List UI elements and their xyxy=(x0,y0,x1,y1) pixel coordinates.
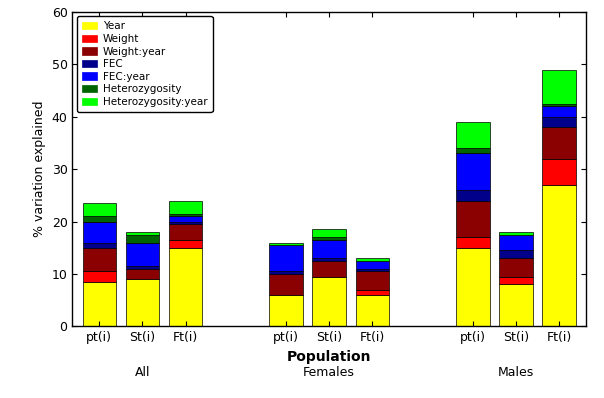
Bar xyxy=(126,266,159,269)
Bar xyxy=(356,290,389,295)
Bar xyxy=(456,248,490,326)
Bar xyxy=(312,229,346,237)
Bar xyxy=(83,203,116,217)
Bar xyxy=(542,106,576,117)
Bar xyxy=(169,201,202,214)
Bar xyxy=(269,295,303,326)
Bar xyxy=(126,279,159,326)
Text: All: All xyxy=(135,366,150,378)
Bar xyxy=(169,214,202,217)
Bar xyxy=(269,245,303,271)
Bar xyxy=(126,242,159,266)
Bar xyxy=(126,232,159,235)
Bar xyxy=(542,103,576,106)
Bar xyxy=(542,159,576,185)
Bar xyxy=(312,240,346,258)
Bar xyxy=(312,237,346,240)
X-axis label: Population: Population xyxy=(287,350,371,364)
Bar xyxy=(269,274,303,295)
Bar xyxy=(499,250,533,258)
Bar xyxy=(83,242,116,248)
Bar xyxy=(169,224,202,240)
Bar xyxy=(83,282,116,326)
Legend: Year, Weight, Weight:year, FEC, FEC:year, Heterozygosity, Heterozygosity:year: Year, Weight, Weight:year, FEC, FEC:year… xyxy=(77,16,213,112)
Bar xyxy=(83,217,116,222)
Bar xyxy=(456,237,490,248)
Y-axis label: % variation explained: % variation explained xyxy=(33,101,46,237)
Bar xyxy=(456,148,490,154)
Bar xyxy=(126,235,159,242)
Bar xyxy=(542,127,576,159)
Bar xyxy=(83,271,116,282)
Bar xyxy=(356,258,389,261)
Bar xyxy=(499,258,533,277)
Bar xyxy=(356,269,389,271)
Bar xyxy=(169,240,202,248)
Bar xyxy=(169,222,202,224)
Bar xyxy=(312,258,346,261)
Bar xyxy=(169,248,202,326)
Bar xyxy=(169,217,202,222)
Bar xyxy=(499,235,533,250)
Bar xyxy=(499,285,533,326)
Text: Males: Males xyxy=(498,366,534,378)
Bar xyxy=(456,190,490,201)
Bar xyxy=(356,295,389,326)
Bar xyxy=(83,248,116,271)
Bar xyxy=(356,271,389,290)
Bar xyxy=(499,277,533,285)
Bar xyxy=(356,261,389,269)
Bar xyxy=(456,201,490,237)
Bar xyxy=(499,232,533,235)
Bar xyxy=(542,185,576,326)
Bar xyxy=(83,222,116,242)
Bar xyxy=(542,70,576,103)
Bar xyxy=(542,117,576,127)
Text: Females: Females xyxy=(303,366,355,378)
Bar xyxy=(269,242,303,245)
Bar xyxy=(456,153,490,190)
Bar xyxy=(126,269,159,279)
Bar xyxy=(312,261,346,277)
Bar xyxy=(312,277,346,326)
Bar xyxy=(269,271,303,274)
Bar xyxy=(456,122,490,148)
